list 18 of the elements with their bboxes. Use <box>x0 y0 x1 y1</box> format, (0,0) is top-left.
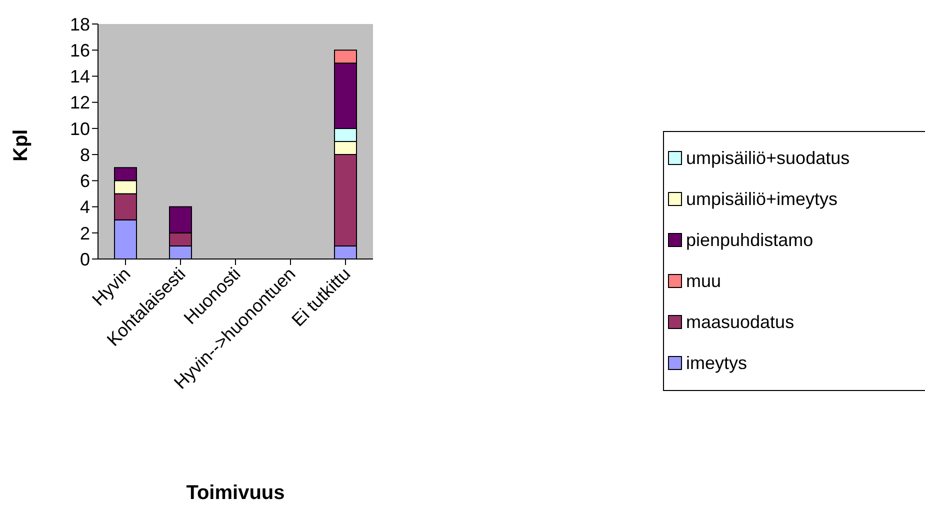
y-axis-title: Kpl <box>10 129 32 162</box>
y-tick-label: 10 <box>70 118 90 139</box>
y-tick-label: 16 <box>70 40 90 60</box>
legend-label: umpisäiliö+suodatus <box>686 148 850 168</box>
legend-label: pienpuhdistamo <box>686 230 814 250</box>
legend-label: maasuodatus <box>686 312 794 332</box>
y-tick-label: 8 <box>80 144 90 165</box>
y-tick-label: 18 <box>70 14 90 34</box>
y-tick-label: 2 <box>80 223 90 244</box>
y-tick-label: 0 <box>80 249 90 270</box>
y-tick-label: 6 <box>80 171 90 192</box>
legend-label: muu <box>686 270 722 292</box>
y-tick-label: 4 <box>80 197 90 218</box>
legend-label: imeytys <box>686 352 748 374</box>
y-tick-label: 12 <box>70 92 90 113</box>
x-axis-title: Toimivuus <box>186 482 285 504</box>
y-tick-label: 14 <box>70 66 90 87</box>
legend-label: umpisäiliö+imeytys <box>686 188 838 210</box>
